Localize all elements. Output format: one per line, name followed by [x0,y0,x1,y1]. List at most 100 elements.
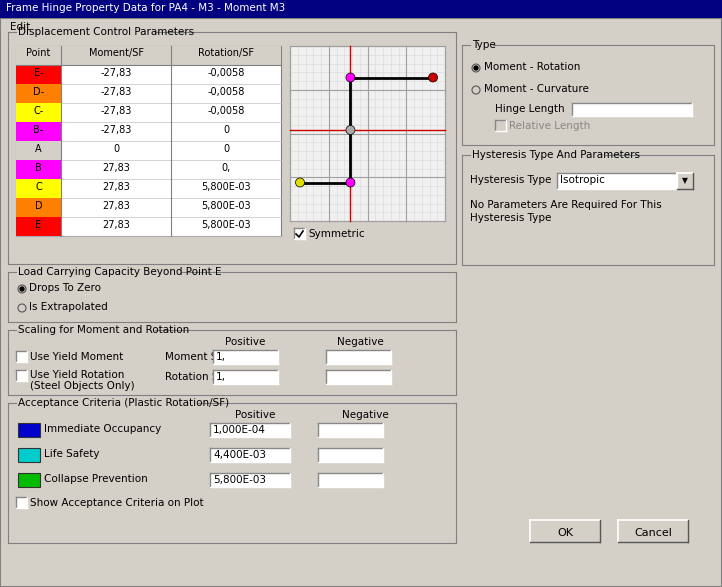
Bar [318,448,383,462]
Bar [290,46,445,221]
Circle shape [346,178,355,187]
Bar [16,141,61,160]
Text: 5,800E-03: 5,800E-03 [201,220,251,230]
Text: Isotropic: Isotropic [560,175,605,185]
Circle shape [428,73,438,82]
Text: C: C [35,182,42,192]
Text: 1,: 1, [216,352,226,362]
Text: Type: Type [472,40,496,50]
Text: Displacement Control Parameters: Displacement Control Parameters [18,27,194,37]
Bar [495,120,506,131]
Text: Moment - Rotation: Moment - Rotation [484,62,580,72]
Bar [18,448,40,462]
Circle shape [18,304,26,312]
Text: Edit: Edit [10,22,30,32]
Text: Is Extrapolated: Is Extrapolated [29,302,108,312]
Text: (Steel Objects Only): (Steel Objects Only) [30,381,134,391]
Text: ▼: ▼ [682,177,688,185]
Text: Symmetric: Symmetric [308,229,365,239]
Bar [210,473,290,487]
Text: -27,83: -27,83 [100,68,131,78]
Circle shape [474,66,478,70]
Circle shape [346,126,355,134]
Text: -27,83: -27,83 [100,87,131,97]
Text: 27,83: 27,83 [102,220,130,230]
Text: -27,83: -27,83 [100,106,131,116]
Text: OK: OK [557,528,573,538]
Text: Life Safety: Life Safety [44,449,100,459]
Text: B: B [35,163,42,173]
Bar [213,350,278,364]
Bar [677,173,693,189]
Text: -27,83: -27,83 [100,125,131,135]
Text: Hysteresis Type And Parameters: Hysteresis Type And Parameters [472,150,640,160]
Text: Negative: Negative [336,337,383,347]
Text: Load Carrying Capacity Beyond Point E: Load Carrying Capacity Beyond Point E [18,267,222,277]
Text: Drops To Zero: Drops To Zero [29,283,101,293]
Text: Rotation/SF: Rotation/SF [198,48,254,58]
Text: Moment - Curvature: Moment - Curvature [484,84,589,94]
Text: 4,400E-03: 4,400E-03 [213,450,266,460]
Text: -0,0058: -0,0058 [207,68,245,78]
Text: E: E [35,220,42,230]
Bar [18,473,40,487]
Text: Hinge Length: Hinge Length [495,104,565,114]
Circle shape [20,287,24,291]
Bar [16,46,281,65]
Bar [572,103,692,116]
Text: Use Yield Rotation: Use Yield Rotation [30,370,124,380]
Text: E-: E- [34,68,43,78]
Text: Frame Hinge Property Data for PA4 - M3 - Moment M3: Frame Hinge Property Data for PA4 - M3 -… [6,3,285,13]
Text: Acceptance Criteria (Plastic Rotation/SF): Acceptance Criteria (Plastic Rotation/SF… [18,398,229,408]
Text: D-: D- [33,87,44,97]
Text: Rotation SF: Rotation SF [165,372,225,382]
Text: 0,: 0, [222,163,230,173]
Bar [530,520,600,542]
Text: Immediate Occupancy: Immediate Occupancy [44,424,161,434]
Bar [16,122,61,141]
Text: Moment/SF: Moment/SF [89,48,144,58]
Bar [16,65,61,84]
Text: Show Acceptance Criteria on Plot: Show Acceptance Criteria on Plot [30,498,204,508]
Text: 1,: 1, [216,372,226,382]
Text: 0: 0 [223,125,229,135]
Bar [326,370,391,384]
Bar [16,351,27,362]
Text: C-: C- [33,106,43,116]
Text: Cancel: Cancel [634,528,672,538]
Bar [294,228,305,239]
Circle shape [472,86,480,94]
Text: 5,800E-03: 5,800E-03 [201,201,251,211]
Text: Collapse Prevention: Collapse Prevention [44,474,148,484]
Bar [213,370,278,384]
Bar [16,46,281,236]
Circle shape [346,73,355,82]
Text: 5,800E-03: 5,800E-03 [201,182,251,192]
Text: Point: Point [26,48,51,58]
Text: Hysteresis Type: Hysteresis Type [470,213,552,223]
Bar [210,448,290,462]
Text: Scaling for Moment and Rotation: Scaling for Moment and Rotation [18,325,189,335]
Text: 27,83: 27,83 [102,201,130,211]
Bar [557,173,677,189]
Bar [16,198,61,217]
Circle shape [472,64,480,72]
Text: Positive: Positive [235,410,275,420]
Text: 1,000E-04: 1,000E-04 [213,425,266,435]
Bar [326,350,391,364]
Text: -0,0058: -0,0058 [207,87,245,97]
Bar [0,0,722,18]
Text: 0: 0 [223,144,229,154]
Circle shape [295,178,305,187]
Text: 5,800E-03: 5,800E-03 [213,475,266,485]
Text: 27,83: 27,83 [102,182,130,192]
Text: Positive: Positive [225,337,265,347]
Text: 0: 0 [113,144,119,154]
Bar [16,497,27,508]
Bar [16,84,61,103]
Text: A: A [35,144,42,154]
Text: Negative: Negative [342,410,388,420]
Bar [318,423,383,437]
Bar [318,473,383,487]
Bar [16,179,61,198]
